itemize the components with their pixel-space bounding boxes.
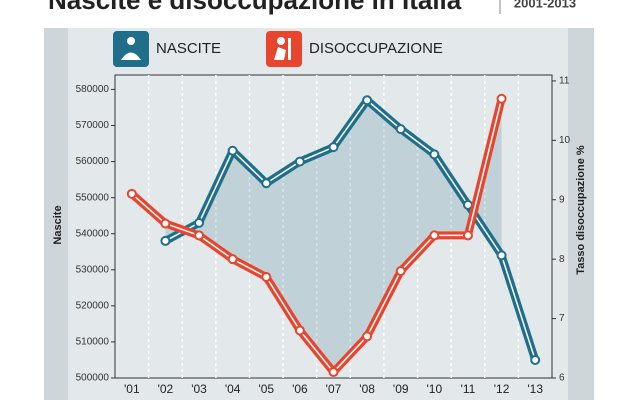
x-tick-box <box>149 380 182 398</box>
icon-detail <box>127 37 135 45</box>
y-tick-label: 510000 <box>76 337 110 348</box>
point <box>227 254 238 265</box>
left-axis-strip <box>44 28 68 400</box>
y-tick-label: 500000 <box>76 373 110 384</box>
icon-detail <box>288 38 291 60</box>
y2-tick-label: 7 <box>559 313 565 324</box>
point <box>362 95 373 106</box>
x-tick-box <box>418 380 451 398</box>
point <box>227 145 238 156</box>
point <box>362 331 373 342</box>
x-tick-label: '07 <box>326 382 342 396</box>
y2-tick-label: 11 <box>559 76 570 87</box>
point <box>429 230 440 241</box>
point <box>328 142 339 153</box>
x-tick-label: '06 <box>292 382 308 396</box>
point <box>294 325 305 336</box>
x-tick-box <box>351 380 383 398</box>
point <box>429 149 440 160</box>
x-tick-box <box>519 380 551 398</box>
legend-icons <box>113 31 302 67</box>
x-tick-label: '01 <box>124 382 140 396</box>
point <box>294 156 305 167</box>
point <box>160 218 171 229</box>
x-tick-box <box>116 380 148 398</box>
point <box>194 230 205 241</box>
x-tick-label: '05 <box>258 382 274 396</box>
x-tick-label: '11 <box>461 382 476 396</box>
x-tick-label: '03 <box>191 382 207 396</box>
legend-label: NASCITE <box>156 40 221 57</box>
icon-detail <box>277 37 285 45</box>
x-tick-box <box>317 380 350 398</box>
point <box>261 272 272 282</box>
point <box>496 250 507 261</box>
point <box>395 124 406 135</box>
x-tick-label: '13 <box>527 382 543 396</box>
y-axis-label: Nascite <box>52 205 64 244</box>
y-tick-label: 560000 <box>76 156 110 167</box>
x-tick-label: '12 <box>494 382 510 396</box>
line-highlight <box>131 98 503 373</box>
point <box>160 235 171 246</box>
legend-icon <box>266 31 302 67</box>
legend-icon <box>113 31 149 67</box>
x-tick-box <box>183 380 215 398</box>
x-tick-label: '02 <box>158 382 174 396</box>
point <box>126 188 137 199</box>
x-tick-box <box>485 380 518 398</box>
icon-detail <box>121 52 141 60</box>
y2-tick-label: 10 <box>559 135 571 146</box>
y-tick-label: 580000 <box>76 84 110 95</box>
y-tick-label: 550000 <box>76 192 110 203</box>
point <box>496 93 507 104</box>
legend-label: DISOCCUPAZIONE <box>309 40 443 57</box>
y2-tick-label: 9 <box>559 194 565 205</box>
right-axis-strip <box>568 28 594 400</box>
icon-detail <box>274 47 286 60</box>
y2-axis-label: Tasso disoccupazione % <box>575 145 587 275</box>
x-tick-box <box>384 380 417 398</box>
x-tick-box <box>284 380 316 398</box>
chart-title: Nascite e disoccupazione in Italia <box>48 0 462 15</box>
chart-subtitle: 2001-2013 <box>514 0 576 10</box>
point <box>194 217 205 228</box>
point <box>462 230 473 241</box>
x-tick-label: '10 <box>427 382 443 396</box>
y2-tick-label: 8 <box>559 254 565 265</box>
x-tick-label: '04 <box>225 382 241 396</box>
y-tick-label: 540000 <box>76 228 110 239</box>
x-tick-box <box>452 380 484 398</box>
point <box>395 266 406 277</box>
point <box>261 178 272 189</box>
x-tick-box <box>250 380 283 398</box>
y-tick-label: 570000 <box>76 120 110 131</box>
y2-tick-label: 6 <box>559 373 565 384</box>
y-tick-label: 530000 <box>76 264 110 275</box>
x-tick-label: '08 <box>359 382 375 396</box>
point <box>530 354 541 365</box>
x-tick-label: '09 <box>393 382 409 396</box>
x-tick-box <box>216 380 249 398</box>
point <box>328 367 339 378</box>
y-tick-label: 520000 <box>76 300 110 311</box>
